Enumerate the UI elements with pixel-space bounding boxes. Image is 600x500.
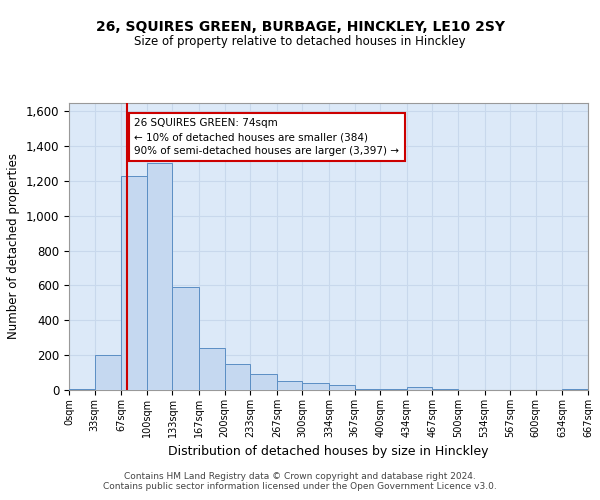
Bar <box>277 382 302 390</box>
Text: 26 SQUIRES GREEN: 74sqm
← 10% of detached houses are smaller (384)
90% of semi-d: 26 SQUIRES GREEN: 74sqm ← 10% of detache… <box>134 118 400 156</box>
Bar <box>302 383 329 390</box>
Bar <box>199 348 224 390</box>
Bar <box>121 176 147 390</box>
Text: Size of property relative to detached houses in Hinckley: Size of property relative to detached ho… <box>134 35 466 48</box>
Text: 26, SQUIRES GREEN, BURBAGE, HINCKLEY, LE10 2SY: 26, SQUIRES GREEN, BURBAGE, HINCKLEY, LE… <box>95 20 505 34</box>
Bar <box>172 287 199 390</box>
Bar <box>224 364 250 390</box>
Text: Contains HM Land Registry data © Crown copyright and database right 2024.: Contains HM Land Registry data © Crown c… <box>124 472 476 481</box>
Bar <box>355 389 380 390</box>
Bar <box>407 386 433 390</box>
Bar <box>380 389 407 390</box>
Bar <box>433 389 458 390</box>
Bar <box>562 389 588 390</box>
Bar <box>69 389 95 390</box>
Text: Contains public sector information licensed under the Open Government Licence v3: Contains public sector information licen… <box>103 482 497 491</box>
Bar <box>329 385 355 390</box>
Bar <box>147 164 172 390</box>
Bar <box>95 355 121 390</box>
X-axis label: Distribution of detached houses by size in Hinckley: Distribution of detached houses by size … <box>168 446 489 458</box>
Bar <box>250 374 277 390</box>
Y-axis label: Number of detached properties: Number of detached properties <box>7 153 20 340</box>
